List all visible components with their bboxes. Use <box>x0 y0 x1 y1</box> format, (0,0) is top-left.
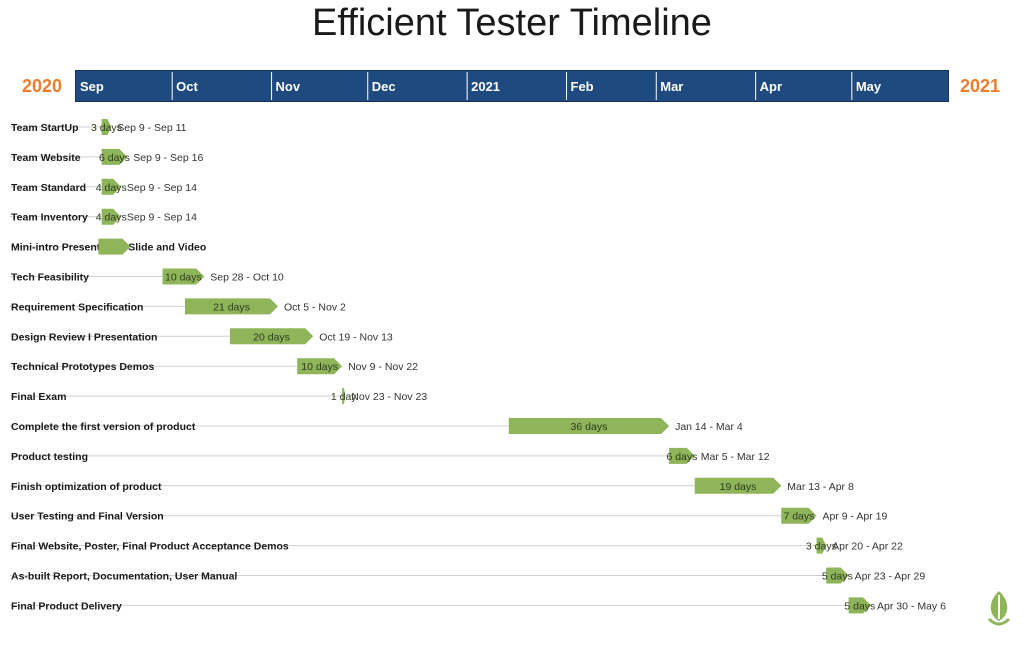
task-bar <box>816 537 827 554</box>
task-bar <box>101 208 121 225</box>
task-bar <box>162 268 205 285</box>
task-bar <box>229 328 314 345</box>
task-label: Final Product Delivery <box>11 600 122 612</box>
task-bar <box>781 507 817 524</box>
task-label: Team Standard <box>11 182 86 194</box>
office-timeline-logo-icon <box>987 591 1011 626</box>
month-label: Apr <box>760 79 782 94</box>
task-duration-label: 10 days <box>301 361 338 373</box>
task-duration-label: 5 days <box>822 571 853 583</box>
task-date-range-label: Sep 9 - Sep 14 <box>127 212 197 224</box>
task-bar <box>185 298 278 315</box>
start-year-label: 2020 <box>22 76 63 96</box>
task-date-range-label: Nov 23 - Nov 23 <box>351 391 427 403</box>
task-date-range-label: Sep 9 - Sep 16 <box>133 152 203 164</box>
task-label: As-built Report, Documentation, User Man… <box>11 571 237 583</box>
task-date-range-label: Jan 14 - Mar 4 <box>675 421 743 433</box>
task-date-range-label: Oct 5 - Nov 2 <box>284 301 346 313</box>
task-duration-label: 3 days <box>806 541 837 553</box>
task-duration-label: 36 days <box>571 421 608 433</box>
task-date-range-label: Sep 9 - Sep 14 <box>127 182 197 194</box>
task-date-range-label: Apr 23 - Apr 29 <box>855 571 926 583</box>
month-label: May <box>856 79 882 94</box>
task-label: Complete the first version of product <box>11 421 196 433</box>
task-label: Finish optimization of product <box>11 481 162 493</box>
task-date-range-label: Apr 20 - Apr 22 <box>832 541 903 553</box>
chart-title: Efficient Tester Timeline <box>312 2 712 44</box>
task-bar <box>98 238 131 255</box>
task-label: Product testing <box>11 451 88 463</box>
task-label: Design Review I Presentation <box>11 331 157 343</box>
task-duration-label: 3 days <box>91 122 122 134</box>
task-date-range-label: Mar 5 - Mar 12 <box>701 451 770 463</box>
task-date-range-label: Oct 19 - Nov 13 <box>319 331 393 343</box>
task-duration-label: 1 day <box>331 391 357 403</box>
task-bar <box>297 358 343 375</box>
task-duration-label: 7 days <box>783 511 814 523</box>
task-label: Technical Prototypes Demos <box>11 361 155 373</box>
task-duration-label: 6 days <box>666 451 697 463</box>
month-label: Oct <box>176 79 198 94</box>
task-label: User Testing and Final Version <box>11 511 164 523</box>
task-bar <box>342 388 346 405</box>
month-label: Mar <box>660 79 683 94</box>
task-bar <box>826 567 849 584</box>
task-duration-label: 6 days <box>99 152 130 164</box>
task-date-range-label: Apr 9 - Apr 19 <box>823 511 888 523</box>
task-label: Team Website <box>11 152 81 164</box>
task-label: Final Exam <box>11 391 66 403</box>
task-bar <box>694 477 782 494</box>
month-label: Feb <box>571 79 594 94</box>
end-year-label: 2021 <box>960 76 1001 96</box>
task-date-range-label: Mar 13 - Apr 8 <box>787 481 854 493</box>
task-duration-label: 4 days <box>96 182 127 194</box>
task-bar <box>848 597 872 614</box>
task-label: Team Inventory <box>11 212 88 224</box>
task-duration-label: 20 days <box>253 331 290 343</box>
month-label: 2021 <box>471 79 500 94</box>
month-label: Nov <box>276 79 301 94</box>
task-label: Team StartUp <box>11 122 79 134</box>
month-label: Sep <box>80 79 104 94</box>
task-date-range-label: Apr 30 - May 6 <box>877 600 946 612</box>
task-label: Final Website, Poster, Final Product Acc… <box>11 541 289 553</box>
task-bar <box>508 418 670 434</box>
task-duration-label: 5 days <box>844 600 875 612</box>
task-duration-label: 4 days <box>96 212 127 224</box>
month-scale-band <box>75 70 949 102</box>
task-date-range-label: Nov 9 - Nov 22 <box>348 361 418 373</box>
task-bar <box>101 119 112 135</box>
month-label: Dec <box>372 79 396 94</box>
task-date-range-label: Sep 28 - Oct 10 <box>210 272 284 284</box>
task-label: Requirement Specification <box>11 301 143 313</box>
task-date-range-label: Sep 9 - Sep 11 <box>117 122 186 134</box>
task-duration-label: 19 days <box>720 481 757 493</box>
task-bar <box>669 447 695 464</box>
task-bar <box>101 178 121 195</box>
task-label: Tech Feasibility <box>11 272 89 284</box>
task-duration-label: 21 days <box>213 301 250 313</box>
task-duration-label: 10 days <box>165 272 202 284</box>
task-bar <box>101 148 128 165</box>
